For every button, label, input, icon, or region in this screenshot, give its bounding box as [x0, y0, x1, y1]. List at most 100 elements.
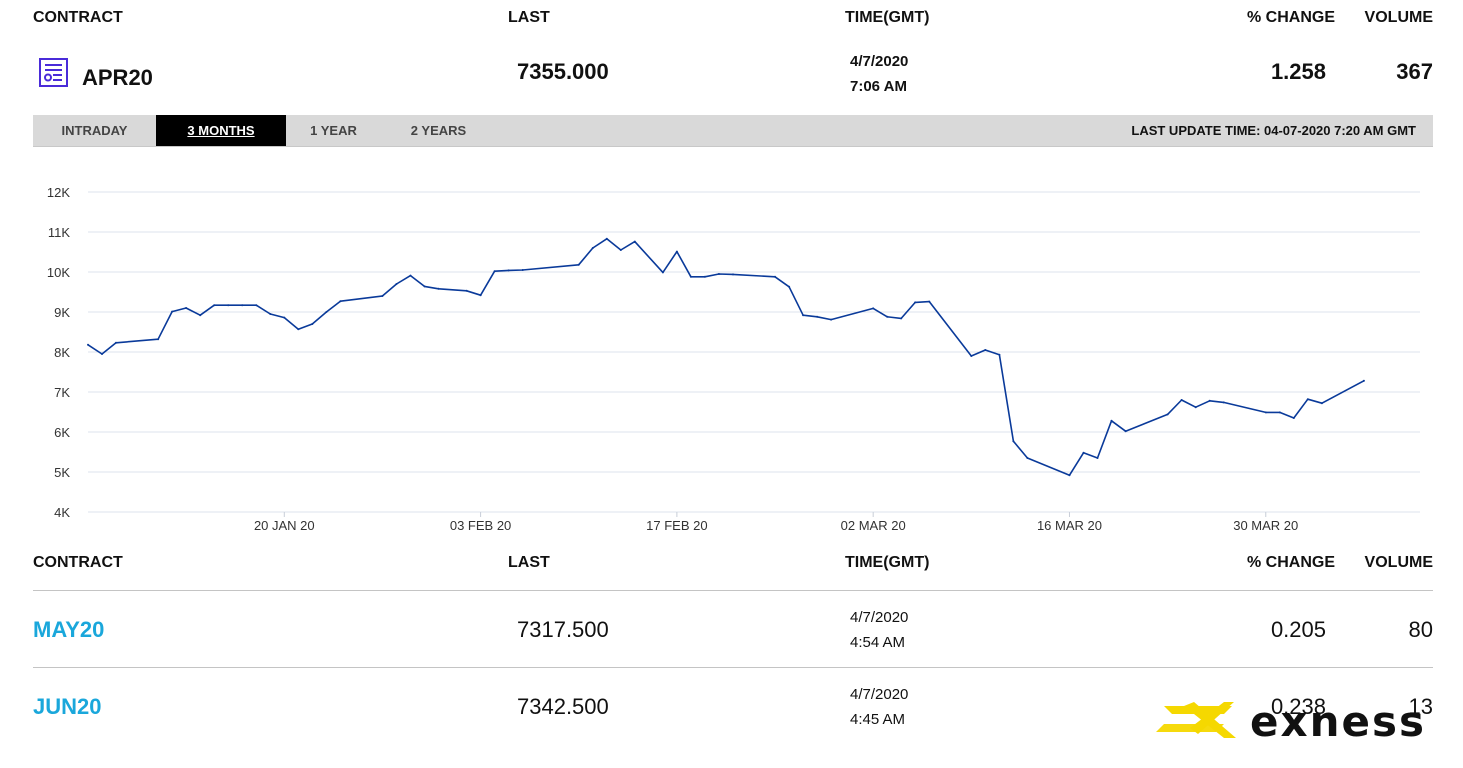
data-point [1110, 419, 1113, 422]
data-point [984, 349, 987, 351]
data-point [1124, 430, 1127, 433]
data-point [900, 317, 903, 320]
header-last: LAST [508, 9, 550, 26]
header-time: TIME(GMT) [845, 554, 930, 571]
main-contract-row: APR20 7355.000 4/7/2020 7:06 AM 1.258 36… [33, 45, 1433, 105]
y-tick-label: 4K [54, 505, 70, 520]
data-point [830, 318, 833, 321]
header-pct-change: % CHANGE [1246, 554, 1335, 571]
data-point [928, 300, 931, 303]
data-point [479, 294, 482, 297]
data-point [872, 307, 875, 310]
table-row: JUN20 7342.500 4/7/2020 4:45 AM 0.238 13 [33, 668, 1433, 744]
data-point [157, 338, 160, 341]
x-tick-label: 30 MAR 20 [1233, 518, 1298, 533]
data-point [998, 353, 1001, 356]
contract-volume: 80 [1408, 617, 1433, 642]
data-point [577, 263, 580, 266]
data-point [703, 275, 706, 278]
header-contract: CONTRACT [33, 9, 123, 26]
data-point [283, 316, 286, 319]
x-axis-ticks: 20 JAN 20 03 FEB 20 17 FEB 20 02 MAR 20 16 M… [254, 512, 1298, 533]
contract-time: 4/7/2020 4:54 AM [850, 605, 908, 655]
data-point [675, 250, 678, 253]
data-point [437, 287, 440, 290]
data-point [1320, 402, 1323, 405]
data-point [409, 274, 412, 277]
data-point [395, 283, 398, 285]
tab-1-year[interactable]: 1 YEAR [310, 123, 357, 138]
chart-grid [88, 191, 1420, 513]
data-point [661, 271, 664, 274]
tab-intraday[interactable]: INTRADAY [61, 123, 128, 138]
data-point [185, 307, 188, 309]
main-contract-date-text: 4/7/2020 [850, 53, 909, 70]
x-tick-label: 02 MAR 20 [841, 518, 906, 533]
exness-wordmark: exness [1250, 697, 1426, 746]
table-divider [33, 667, 1433, 668]
data-point [1306, 398, 1309, 401]
data-point [605, 237, 608, 240]
main-contract-last: 7355.000 [517, 59, 609, 84]
contract-link[interactable]: JUN20 [33, 694, 102, 719]
data-point [255, 304, 258, 307]
data-point [816, 315, 819, 318]
data-point [1166, 413, 1169, 416]
header-pct-change: % CHANGE [1246, 9, 1335, 26]
y-axis-ticks: 4K 5K 6K 7K 8K 9K 10K 11K 12K [47, 185, 70, 520]
data-point [521, 269, 524, 271]
y-tick-label: 5K [54, 465, 70, 480]
data-point [213, 304, 216, 307]
data-point [1082, 451, 1085, 454]
contract-link[interactable]: MAY20 [33, 617, 105, 642]
main-contract-time-text: 7:06 AM [850, 78, 907, 95]
main-contract-cell: APR20 [33, 55, 153, 91]
data-point [1292, 417, 1295, 419]
data-point [297, 328, 300, 331]
x-tick-label: 17 FEB 20 [646, 518, 707, 533]
data-point [788, 285, 791, 288]
y-tick-label: 11K [48, 225, 70, 240]
contract-time-text: 4:45 AM [850, 711, 906, 728]
contract-time-text: 4:54 AM [850, 634, 906, 651]
contract-time: 4/7/2020 4:45 AM [850, 682, 908, 732]
data-point [87, 343, 89, 346]
data-point [774, 275, 776, 278]
main-contract-time: 4/7/2020 7:06 AM [850, 49, 908, 99]
data-point [115, 341, 117, 344]
data-point [423, 285, 426, 288]
data-point [241, 304, 244, 307]
data-point [101, 353, 103, 355]
data-point [1362, 379, 1365, 382]
main-table-header: CONTRACT LAST TIME(GMT) % CHANGE VOLUME [33, 9, 1433, 33]
contract-last: 7317.500 [517, 617, 609, 642]
y-tick-label: 6K [54, 425, 70, 440]
contract-date-text: 4/7/2020 [850, 609, 909, 626]
data-point [339, 300, 342, 303]
data-point [732, 273, 734, 276]
contract-pct-change: 0.205 [1270, 617, 1326, 642]
contract-date-text: 4/7/2020 [850, 686, 909, 703]
data-point [1096, 457, 1099, 459]
table-row: MAY20 7317.500 4/7/2020 4:54 AM 0.205 80 [33, 591, 1433, 667]
data-point [1278, 411, 1281, 414]
range-tab-bar: INTRADAY 3 MONTHS 1 YEAR 2 YEARS LAST UP… [33, 115, 1433, 147]
contracts-table-header: CONTRACT LAST TIME(GMT) % CHANGE VOLUME [33, 554, 1433, 578]
tab-2-years[interactable]: 2 YEARS [410, 123, 467, 138]
exness-logo-icon [1150, 700, 1240, 745]
x-tick-label: 03 FEB 20 [450, 518, 511, 533]
data-point [1208, 399, 1211, 402]
header-time: TIME(GMT) [845, 9, 930, 26]
data-point [717, 273, 720, 275]
data-point [914, 301, 917, 304]
y-tick-label: 7K [54, 385, 70, 400]
data-point [493, 270, 496, 273]
price-series-points [87, 237, 1365, 477]
main-contract-volume: 367 [1396, 59, 1433, 84]
data-point [199, 314, 202, 317]
header-contract: CONTRACT [33, 554, 123, 571]
data-point [227, 304, 230, 307]
contract-pct-change: 0.238 [1270, 694, 1326, 719]
tab-3-months[interactable]: 3 MONTHS [156, 115, 286, 146]
data-point [465, 289, 468, 292]
